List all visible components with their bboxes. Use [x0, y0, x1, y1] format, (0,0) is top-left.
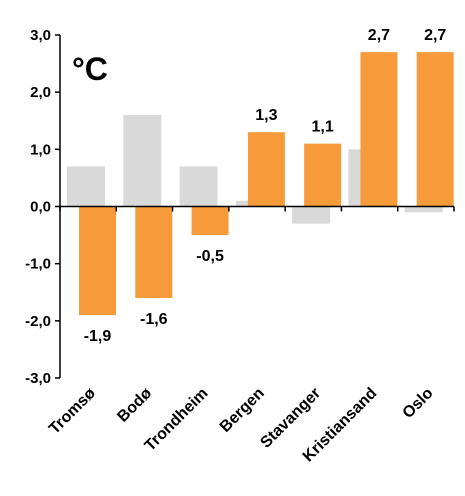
orange-bar-3: [247, 132, 285, 207]
y-tick-label-3: 0,0: [30, 199, 51, 216]
data-labels: -1,9 -1,6 -0,5 1,3 1,1 2,7 2,7: [84, 27, 447, 345]
grey-bar-6: [404, 206, 443, 213]
grey-bar-1: [123, 115, 162, 207]
y-tick-labels: 3,0 2,0 1,0 0,0 -1,0 -2,0 -3,0: [25, 27, 51, 387]
orange-bar-2: [191, 206, 229, 236]
data-label-1: -1,6: [140, 311, 168, 328]
data-label-5: 2,7: [368, 27, 390, 44]
y-tick-label-1: 2,0: [30, 84, 51, 101]
y-tick-label-4: -1,0: [25, 256, 51, 273]
category-label-0: Tromsø: [46, 385, 99, 438]
data-label-3: 1,3: [255, 107, 277, 124]
y-tick-label-0: 3,0: [30, 27, 51, 44]
orange-bar-5: [360, 52, 398, 207]
orange-bar-0: [79, 206, 116, 316]
orange-bar-1: [135, 206, 173, 298]
orange-bar-4: [304, 143, 342, 207]
grey-bar-0: [67, 166, 105, 207]
data-label-6: 2,7: [424, 27, 446, 44]
data-label-0: -1,9: [84, 328, 112, 345]
y-tick-label-5: -2,0: [25, 313, 51, 330]
category-label-6: Oslo: [400, 385, 437, 422]
y-tick-label-2: 1,0: [30, 141, 51, 158]
orange-series-bars: [79, 52, 454, 316]
grey-bar-2: [179, 166, 218, 207]
data-label-4: 1,1: [312, 119, 334, 136]
y-tick-label-6: -3,0: [25, 370, 51, 387]
data-label-2: -0,5: [196, 248, 224, 265]
category-label-1: Bodø: [114, 385, 155, 426]
grey-bar-4: [292, 206, 331, 224]
axes: [55, 34, 455, 379]
category-label-3: Bergen: [217, 385, 268, 436]
orange-bar-6: [416, 52, 454, 207]
unit-label: °C: [72, 51, 108, 87]
